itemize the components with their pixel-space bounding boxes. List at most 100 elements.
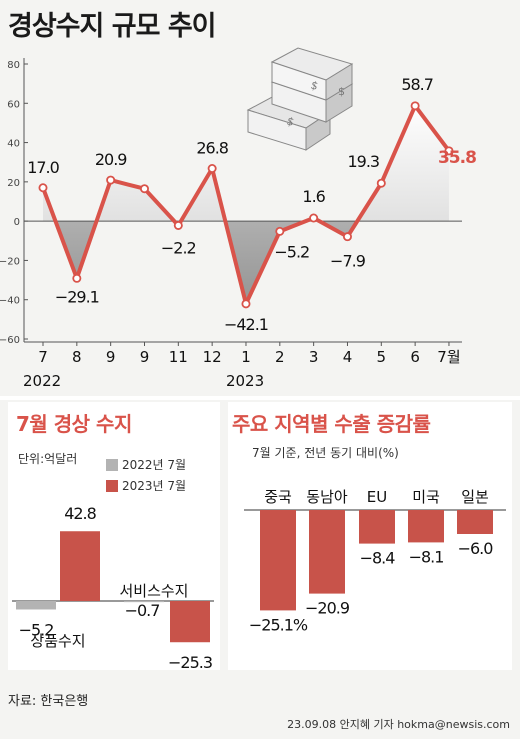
page-title: 경상수지 규모 추이 [8,11,217,42]
bar [124,601,164,603]
x-tick-label: 9 [140,348,150,366]
x-tick-label: 12 [203,348,222,366]
value-labels: 17.0 −29.1 20.9 −2.2 26.8 −42.1 −5.2 1.6 −7.9 19.… [27,75,477,334]
x-tick-label: 8 [72,348,82,366]
data-points [38,101,454,309]
region-label: 동남아 [306,488,348,506]
x-tick-label: 3 [309,348,319,366]
y-tick-label: 60 [7,99,20,110]
data-point [139,184,149,194]
y-tick-label: −60 [0,335,20,346]
bar-value-label: −5.2 [19,620,54,639]
data-point [207,163,217,173]
data-point [38,183,48,193]
value-label: 17.0 [27,158,59,177]
bar [457,510,493,534]
value-label: −29.1 [55,287,99,306]
value-label: −7.9 [330,252,366,271]
region-label: EU [367,488,387,506]
y-tick-label: −20 [0,256,20,267]
value-label: 35.8 [438,148,476,168]
y-axis: 80 60 40 20 0 −20 −40 −60 [0,60,20,346]
bar [170,601,210,643]
y-tick-label: 40 [7,139,20,150]
data-point [309,213,319,223]
y-tick-label: 0 [14,217,20,228]
legend-label-2023: 2023년 7월 [122,479,187,493]
y-tick-label: 20 [7,178,20,189]
category-label: 서비스수지 [119,582,188,600]
y-tick-label: −40 [0,296,20,307]
year-label: 2022 [23,372,61,390]
data-point [410,101,420,111]
bar [408,510,444,543]
export-subtitle: 7월 기준, 전년 동기 대비(%) [252,446,399,460]
x-tick-label: 1 [241,348,251,366]
bar-value-label: −25.1% [249,615,308,634]
bar [60,531,100,601]
region-label: 일본 [461,488,489,506]
x-tick-label: 6 [410,348,420,366]
y-tick-label: 80 [7,60,20,71]
x-tick-label: 7월 [437,348,460,366]
year-label: 2023 [226,372,264,390]
bar-value-label: −20.9 [305,599,350,618]
data-point [241,299,251,309]
x-tick-label: 2 [275,348,285,366]
bar [309,510,345,594]
data-point [72,273,82,283]
value-label: 26.8 [196,139,228,158]
divider [0,396,520,400]
svg-text:$: $ [285,114,296,129]
bar-value-label: −8.1 [409,547,444,566]
bar [359,510,395,544]
data-point [376,178,386,188]
area-below-zero [43,221,449,304]
export-panel: 주요 지역별 수출 증감률 7월 기준, 전년 동기 대비(%) 중국 −25.1… [228,402,512,670]
value-label: 58.7 [401,75,433,94]
x-tick-label: 11 [169,348,188,366]
panel-title-balance: 7월 경상 수지 [16,412,132,436]
bar-value-label: −8.4 [360,549,396,568]
bar-value-label: 42.8 [64,504,96,523]
export-bar-chart: 중국 −25.1% 동남아 −20.9 EU −8.4 미국 −8.1 일본 −6.0 [244,488,506,634]
svg-text:$: $ [309,78,320,93]
panel-title-export: 주요 지역별 수출 증감률 [232,412,431,436]
unit-label: 단위:억달러 [18,452,78,466]
value-label: 19.3 [347,152,379,171]
bar [260,510,296,611]
x-tick-label: 7 [38,348,48,366]
data-point [275,226,285,236]
bar [16,601,56,610]
data-point [173,220,183,230]
region-label: 미국 [412,488,440,506]
svg-text:$: $ [338,85,345,98]
data-point [444,146,454,156]
data-point [106,175,116,185]
july-balance-panel: 7월 경상 수지 단위:억달러 2022년 7월 2023년 7월 −5.2 42… [8,402,220,670]
value-label: −5.2 [274,242,309,261]
category-label: 상품수지 [30,632,85,650]
bar-value-label: −25.3 [168,653,212,670]
value-label: −2.2 [161,238,196,257]
x-tick-label: 4 [343,348,353,366]
x-tick-label: 9 [106,348,116,366]
x-tick-label: 5 [377,348,387,366]
legend-swatch-2022 [106,459,118,471]
balance-bar-chart: −5.2 42.8 −0.7 −25.3 상품수지 서비스수지 [12,504,214,670]
bar-value-label: −6.0 [458,539,494,558]
line-chart: $ $ $ 80 60 40 20 0 −20 −40 −60 17.0 −29.1 20.9 −2… [0,47,477,390]
bar-value-label: −0.7 [125,601,160,620]
region-label: 중국 [264,488,292,506]
money-stack-illustration: $ $ $ [246,47,354,151]
credit-line: 23.09.08 안지혜 기자 hokma@newsis.com [287,718,510,731]
legend-swatch-2023 [106,480,118,492]
legend-label-2022: 2022년 7월 [122,458,187,472]
source-note: 자료: 한국은행 [8,694,89,709]
data-point [342,232,352,242]
value-label: 1.6 [302,187,325,206]
value-label: −42.1 [224,315,268,334]
value-label: 20.9 [95,150,127,169]
